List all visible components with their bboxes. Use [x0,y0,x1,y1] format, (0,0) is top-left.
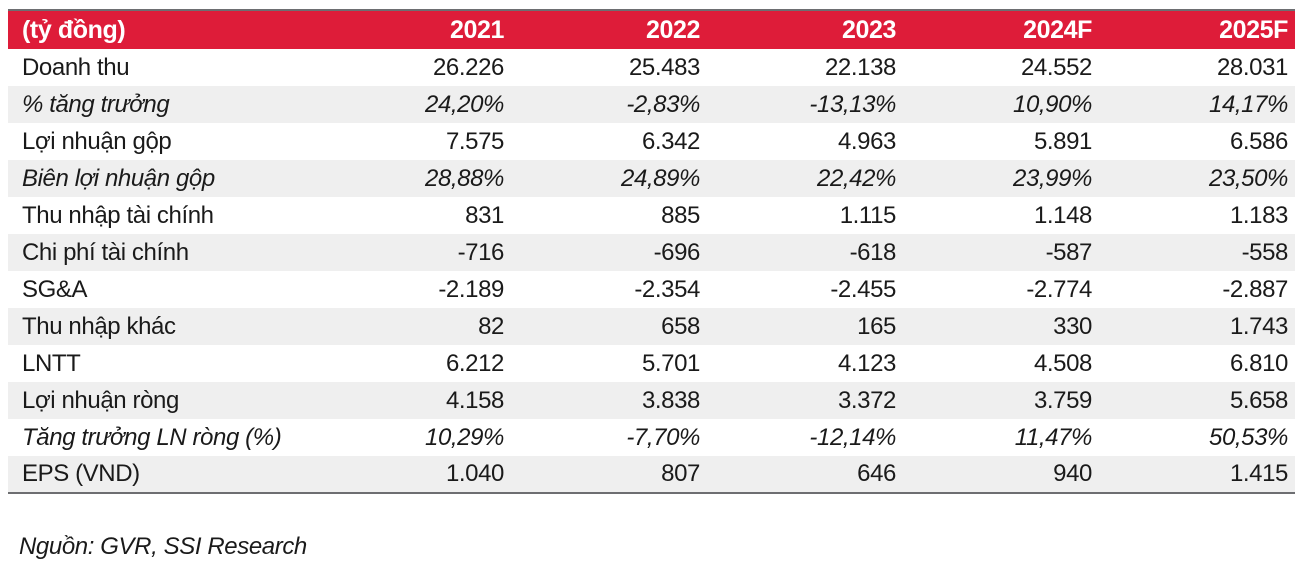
cell-value: 14,17% [1209,90,1288,118]
row-label: Lợi nhuận ròng [22,386,179,414]
table-row: Tăng trưởng LN ròng (%) 10,29% -7,70% -12,1… [8,419,1295,456]
cell-value: 22.138 [824,53,896,81]
cell-value: 25.483 [628,53,700,81]
row-label: SG&A [22,275,88,303]
column-header: 2023 [841,15,896,44]
cell-value: 4.508 [1033,349,1092,377]
cell-value: 10,29% [425,423,504,451]
cell-value: -716 [457,238,505,266]
cell-value: 7.575 [445,127,504,155]
cell-value: 646 [857,460,896,487]
unit-label: (tỷ đồng) [22,15,126,44]
cell-value: 5.891 [1033,127,1092,155]
table-row: % tăng trưởng 24,20% -2,83% -13,13% 10,90% 14… [8,86,1295,123]
table-row: Doanh thu 26.226 25.483 22.138 24.552 28.031 [8,49,1295,86]
cell-value: 24.552 [1020,53,1092,81]
cell-value: 28,88% [425,164,504,192]
cell-value: -2.354 [634,275,700,303]
cell-value: 24,89% [621,164,700,192]
cell-value: 1.743 [1229,312,1288,340]
column-header: 2025F [1219,15,1288,44]
table-row: LNTT 6.212 5.701 4.123 4.508 6.810 [8,345,1295,382]
cell-value: 5.701 [641,349,700,377]
table-header-row: (tỷ đồng) 2021 2022 2023 2024F 2025F [8,10,1295,49]
cell-value: -12,14% [809,423,896,451]
cell-value: 23,99% [1013,164,1092,192]
cell-value: 24,20% [425,90,504,118]
column-header: 2021 [449,15,504,44]
row-label: Tăng trưởng LN ròng (%) [22,423,282,451]
table-row: Thu nhập tài chính 831 885 1.115 1.148 1.183 [8,197,1295,234]
table-row: Lợi nhuận ròng 4.158 3.838 3.372 3.759 5.658 [8,382,1295,419]
row-label: % tăng trưởng [22,90,170,118]
cell-value: -587 [1045,238,1093,266]
cell-value: -696 [653,238,701,266]
cell-value: 6.586 [1229,127,1288,155]
table-row: Lợi nhuận gộp 7.575 6.342 4.963 5.891 6.586 [8,123,1295,160]
cell-value: -558 [1241,238,1289,266]
cell-value: 10,90% [1013,90,1092,118]
cell-value: -13,13% [809,90,896,118]
cell-value: 940 [1053,460,1092,487]
cell-value: 165 [857,312,896,340]
cell-value: 82 [478,312,504,340]
cell-value: 6.810 [1229,349,1288,377]
source-note: Nguồn: GVR, SSI Research [19,533,307,560]
table-row: SG&A -2.189 -2.354 -2.455 -2.774 -2.887 [8,271,1295,308]
cell-value: -7,70% [626,423,700,451]
cell-value: -2.887 [1222,275,1288,303]
cell-value: 4.123 [837,349,896,377]
row-label: Thu nhập tài chính [22,201,214,229]
row-label: LNTT [22,349,81,377]
cell-value: -2.455 [830,275,896,303]
cell-value: 807 [661,460,700,487]
cell-value: 6.212 [445,349,504,377]
row-label: Chi phí tài chính [22,238,189,266]
table-row: Chi phí tài chính -716 -696 -618 -587 -558 [8,234,1295,271]
row-label: Biên lợi nhuận gộp [22,164,215,192]
cell-value: 22,42% [817,164,896,192]
cell-value: 1.040 [445,460,504,487]
cell-value: 6.342 [641,127,700,155]
cell-value: 1.415 [1229,460,1288,487]
cell-value: 23,50% [1209,164,1288,192]
cell-value: -2,83% [626,90,700,118]
cell-value: 1.148 [1033,201,1092,229]
cell-value: 50,53% [1209,423,1288,451]
cell-value: 1.115 [839,201,897,229]
cell-value: 5.658 [1229,386,1288,414]
cell-value: -2.774 [1026,275,1092,303]
cell-value: 4.963 [837,127,896,155]
cell-value: 330 [1053,312,1092,340]
cell-value: 3.759 [1033,386,1092,414]
cell-value: 26.226 [432,53,504,81]
row-label: Lợi nhuận gộp [22,127,172,155]
row-label: Doanh thu [22,53,130,81]
column-header: 2024F [1023,15,1092,44]
cell-value: 3.372 [837,386,896,414]
table-row: EPS (VND) 1.040 807 646 940 1.415 [8,456,1295,493]
row-label: EPS (VND) [22,460,140,487]
table-row: Thu nhập khác 82 658 165 330 1.743 [8,308,1295,345]
cell-value: 28.031 [1216,53,1288,81]
cell-value: 11,47% [1014,423,1093,451]
financial-summary-table: (tỷ đồng) 2021 2022 2023 2024F 2025F Doanh t… [8,9,1295,494]
cell-value: 3.838 [641,386,700,414]
table-row: Biên lợi nhuận gộp 28,88% 24,89% 22,42% 23,9… [8,160,1295,197]
cell-value: -618 [849,238,897,266]
table-body: Doanh thu 26.226 25.483 22.138 24.552 28.031%… [8,49,1295,493]
cell-value: 831 [465,201,504,229]
cell-value: 4.158 [445,386,504,414]
cell-value: 885 [661,201,700,229]
cell-value: 658 [661,312,700,340]
column-header: 2022 [645,15,700,44]
cell-value: 1.183 [1229,201,1288,229]
cell-value: -2.189 [438,275,504,303]
row-label: Thu nhập khác [22,312,176,340]
